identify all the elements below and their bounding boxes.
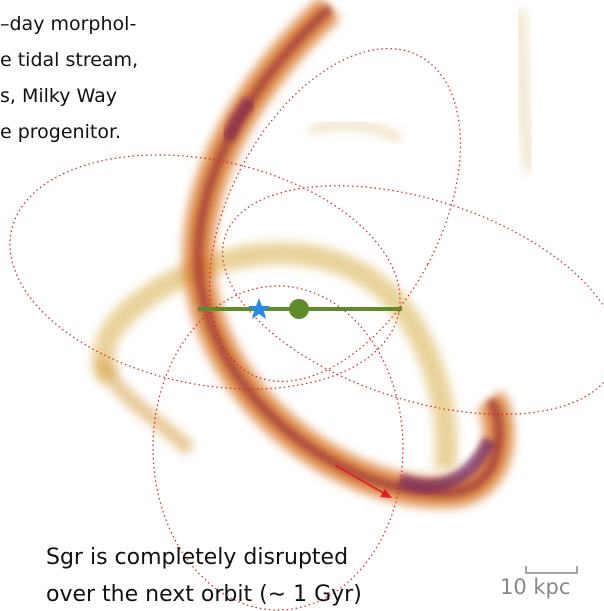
sun-marker — [248, 298, 270, 319]
bottom-text: Sgr is completely disrupted — [46, 545, 348, 570]
caption-line: –day morphol- — [0, 13, 136, 35]
arrow-head — [380, 489, 392, 498]
caption-line: e progenitor. — [0, 121, 121, 143]
velocity-arrow — [334, 464, 386, 495]
bottom-text: over the next orbit (∼ 1 Gyr) — [46, 582, 362, 607]
scale-bar — [525, 566, 578, 574]
progenitor — [289, 299, 309, 319]
caption-line: e tidal stream, — [0, 49, 138, 71]
orbits — [9, 48, 604, 611]
caption-line: s, Milky Way — [0, 85, 117, 107]
stream — [92, 0, 535, 508]
scale-label: 10 kpc — [500, 575, 570, 599]
